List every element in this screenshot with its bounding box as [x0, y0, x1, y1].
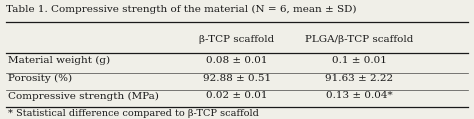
Text: 91.63 ± 2.22: 91.63 ± 2.22 — [326, 74, 393, 83]
Text: 0.08 ± 0.01: 0.08 ± 0.01 — [206, 56, 268, 65]
Text: Porosity (%): Porosity (%) — [9, 74, 73, 83]
Text: β-TCP scaffold: β-TCP scaffold — [200, 35, 274, 44]
Text: Material weight (g): Material weight (g) — [9, 56, 110, 65]
Text: 0.02 ± 0.01: 0.02 ± 0.01 — [206, 92, 268, 100]
Text: Table 1. Compressive strength of the material (N = 6, mean ± SD): Table 1. Compressive strength of the mat… — [6, 5, 356, 14]
Text: * Statistical difference compared to β-TCP scaffold: * Statistical difference compared to β-T… — [9, 109, 259, 118]
Text: PLGA/β-TCP scaffold: PLGA/β-TCP scaffold — [305, 35, 414, 44]
Text: Compressive strength (MPa): Compressive strength (MPa) — [9, 92, 159, 101]
Text: 0.1 ± 0.01: 0.1 ± 0.01 — [332, 56, 387, 65]
Text: 0.13 ± 0.04*: 0.13 ± 0.04* — [326, 92, 393, 100]
Text: 92.88 ± 0.51: 92.88 ± 0.51 — [203, 74, 271, 83]
